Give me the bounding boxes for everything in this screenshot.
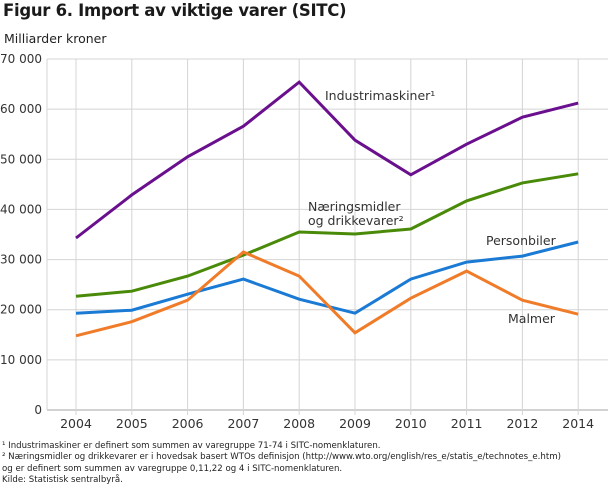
y-tick-label: 30 000 bbox=[0, 253, 42, 267]
y-tick-label: 40 000 bbox=[0, 202, 42, 216]
x-tick-label: 2005 bbox=[116, 416, 148, 431]
y-tick-label: 10 000 bbox=[0, 353, 42, 367]
series-label: og drikkevarer² bbox=[308, 213, 404, 228]
x-tick-label: 2008 bbox=[283, 416, 315, 431]
x-tick-label: 2007 bbox=[227, 416, 259, 431]
y-tick-label: 20 000 bbox=[0, 303, 42, 317]
y-tick-label: 0 bbox=[34, 403, 42, 417]
y-tick-label: 70 000 bbox=[0, 52, 42, 66]
series-label: Industrimaskiner¹ bbox=[325, 88, 435, 103]
series-label: Personbiler bbox=[486, 233, 557, 248]
x-tick-label: 2014 bbox=[562, 416, 594, 431]
series-label: Næringsmidler bbox=[308, 199, 401, 214]
y-tick-label: 60 000 bbox=[0, 102, 42, 116]
source-note: Kilde: Statistisk sentralbyrå. bbox=[2, 474, 123, 485]
series-line-industrimaskiner bbox=[75, 80, 579, 240]
series-label: Malmer bbox=[508, 311, 556, 326]
series-lines bbox=[75, 80, 579, 338]
x-tick-label: 2009 bbox=[339, 416, 371, 431]
series-line-malmer bbox=[75, 250, 579, 338]
x-tick-label: 2010 bbox=[395, 416, 427, 431]
x-tick-label: 2011 bbox=[451, 416, 483, 431]
y-tick-label: 50 000 bbox=[0, 152, 42, 166]
figure-title: Figur 6. Import av viktige varer (SITC) bbox=[3, 1, 347, 20]
footnote-2-continued: og er definert som summen av varegruppe … bbox=[2, 463, 343, 474]
x-axis-ticks: 2004 2005 2006 2007 2008 2009 2010 2011 2012 2014 bbox=[60, 416, 594, 431]
x-tick-label: 2012 bbox=[506, 416, 538, 431]
series-line-næringsmidler-og-drikkevarer bbox=[75, 172, 579, 298]
gridlines bbox=[46, 58, 608, 415]
x-tick-label: 2006 bbox=[172, 416, 204, 431]
footnote-1: ¹ Industrimaskiner er definert som summe… bbox=[2, 441, 381, 451]
x-tick-label: 2004 bbox=[60, 416, 92, 431]
y-axis-ticks: 0 10 000 20 000 30 000 40 000 50 000 60 000 70 … bbox=[0, 52, 42, 417]
footnotes: ¹ Industrimaskiner er definert som summe… bbox=[2, 441, 561, 486]
y-axis-unit-label: Milliarder kroner bbox=[4, 31, 107, 46]
footnote-2: ² Næringsmidler og drikkevarer er i hove… bbox=[2, 452, 561, 463]
line-chart: 0 10 000 20 000 30 000 40 000 50 000 60 000 70 … bbox=[0, 52, 608, 431]
